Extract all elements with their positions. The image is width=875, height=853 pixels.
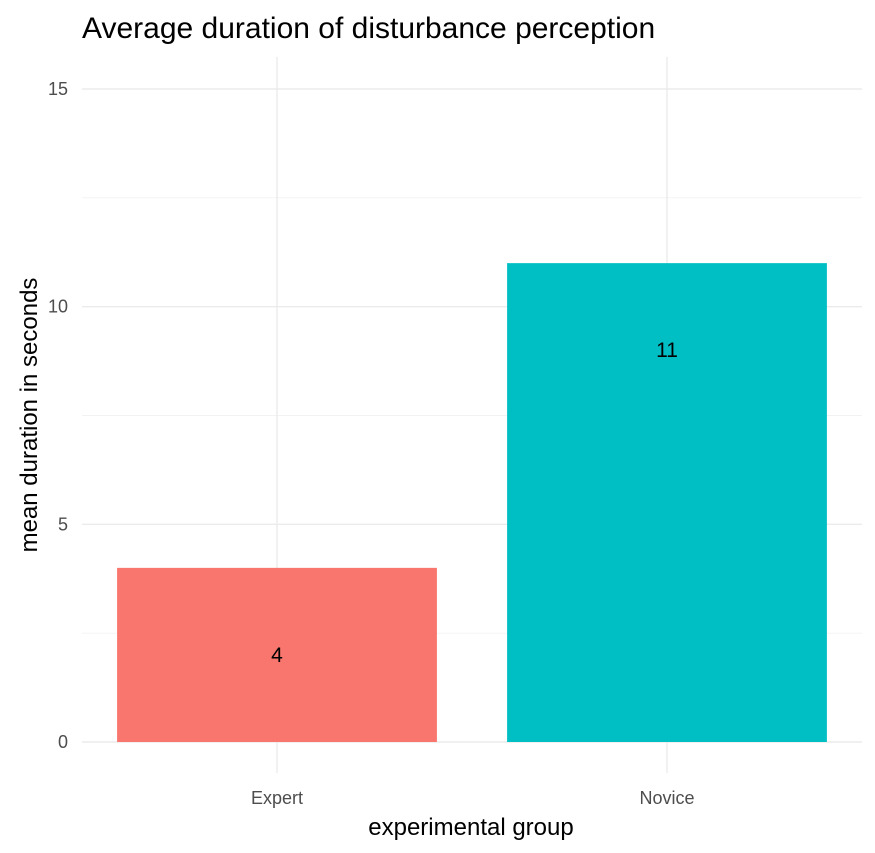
y-tick-label: 5: [58, 514, 68, 534]
chart-title: Average duration of disturbance percepti…: [82, 12, 655, 45]
y-tick-label: 0: [58, 732, 68, 752]
data-label: 11: [656, 339, 678, 362]
bars-layer: [117, 263, 827, 742]
x-axis-title: experimental group: [368, 814, 573, 841]
x-axis-ticks: Expert Novice: [251, 788, 695, 808]
y-axis-title: mean duration in seconds: [16, 278, 43, 553]
bar-expert: [117, 567, 437, 742]
y-tick-label: 10: [48, 297, 68, 317]
x-tick-label: Expert: [251, 788, 303, 808]
y-axis-ticks: 0 5 10 15: [48, 79, 68, 752]
x-tick-label: Novice: [639, 788, 694, 808]
data-labels-layer: 4 11: [271, 339, 678, 667]
bar-novice: [507, 263, 827, 742]
y-tick-label: 15: [48, 79, 68, 99]
data-label: 4: [271, 644, 283, 667]
